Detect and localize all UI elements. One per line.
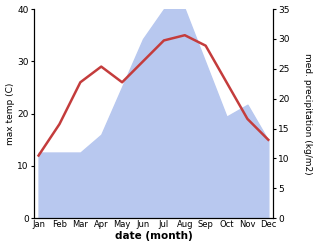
Y-axis label: max temp (C): max temp (C) bbox=[5, 82, 15, 145]
Y-axis label: med. precipitation (kg/m2): med. precipitation (kg/m2) bbox=[303, 53, 313, 174]
X-axis label: date (month): date (month) bbox=[114, 231, 192, 242]
